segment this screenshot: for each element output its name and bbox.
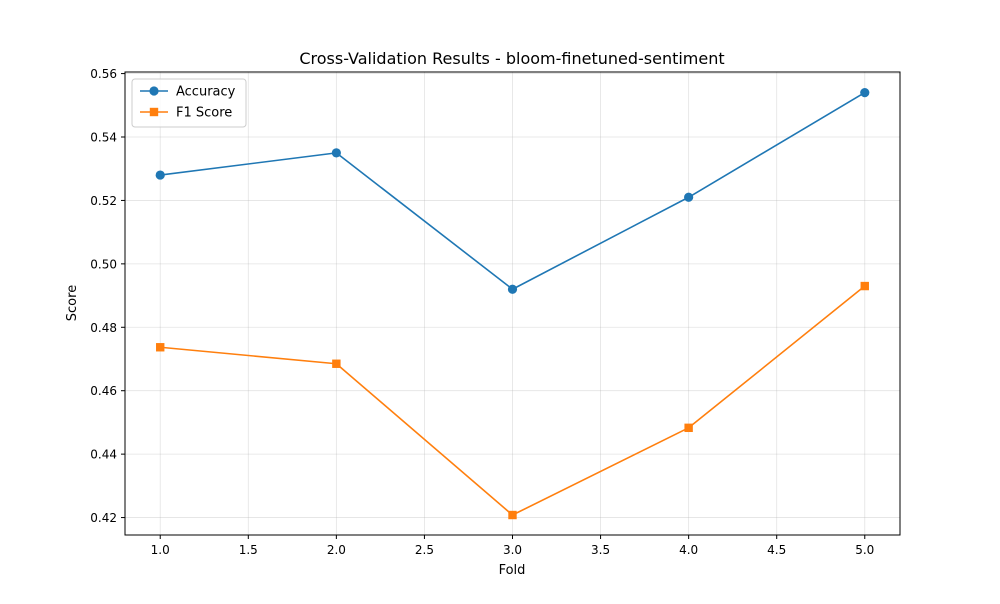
y-tick-label: 0.50 xyxy=(90,257,117,271)
data-point-f1-score xyxy=(508,510,517,520)
series-f1-score xyxy=(156,281,869,520)
data-point-accuracy xyxy=(331,148,341,158)
y-tick-label: 0.42 xyxy=(90,511,117,525)
x-axis-label: Fold xyxy=(499,563,526,578)
series-accuracy xyxy=(155,88,870,294)
legend-swatch-marker xyxy=(149,86,159,96)
x-tick-label: 1.5 xyxy=(239,543,258,557)
data-point-f1-score xyxy=(156,343,165,352)
y-tick-label: 0.48 xyxy=(90,321,117,335)
y-axis: 0.42 0.44 0.46 0.48 0.50 0.52 0.54 0.56 xyxy=(90,67,125,525)
y-tick-label: 0.52 xyxy=(90,194,117,208)
x-tick-label: 3.5 xyxy=(591,543,610,557)
data-point-accuracy xyxy=(684,192,694,202)
data-point-f1-score xyxy=(332,359,341,368)
data-point-accuracy xyxy=(507,284,518,294)
x-axis: 1.0 1.5 2.0 2.5 3.0 3.5 4.0 4.5 5.0 xyxy=(151,535,874,557)
data-point-accuracy xyxy=(860,88,870,98)
chart-title: Cross-Validation Results - bloom-finetun… xyxy=(299,49,724,68)
y-tick-label: 0.56 xyxy=(90,67,117,81)
data-point-accuracy xyxy=(155,170,165,180)
legend-label: F1 Score xyxy=(176,106,232,121)
y-tick-label: 0.54 xyxy=(90,131,117,145)
legend: Accuracy F1 Score xyxy=(131,78,247,128)
x-tick-label: 2.0 xyxy=(327,543,346,557)
x-tick-label: 5.0 xyxy=(855,543,874,557)
legend-item-accuracy: Accuracy xyxy=(140,85,236,100)
data-point-f1-score xyxy=(860,281,869,291)
series-layer xyxy=(155,88,870,520)
legend-swatch-marker xyxy=(149,107,159,117)
data-point-f1-score xyxy=(684,423,693,433)
legend-item-f1-score: F1 Score xyxy=(140,106,232,121)
y-tick-label: 0.44 xyxy=(90,448,117,462)
x-tick-label: 3.0 xyxy=(503,543,522,557)
x-tick-label: 1.0 xyxy=(151,543,170,557)
x-tick-label: 2.5 xyxy=(415,543,434,557)
x-tick-label: 4.0 xyxy=(679,543,698,557)
y-axis-label: Score xyxy=(65,285,80,321)
y-tick-label: 0.46 xyxy=(90,384,117,398)
legend-label: Accuracy xyxy=(176,85,236,100)
x-tick-label: 4.5 xyxy=(767,543,786,557)
